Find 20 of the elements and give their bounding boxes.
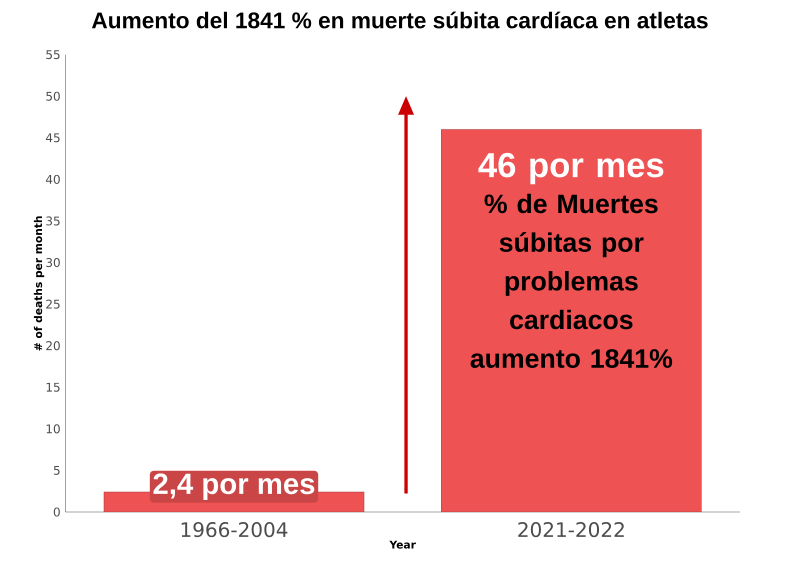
y-tick-label: 25 [46,300,60,309]
y-tick-label: 50 [46,92,60,101]
y-tick-label: 45 [46,133,60,142]
y-tick-label: 0 [54,507,60,517]
annotation: % de Muertes súbitas por problemas cardiacos aumento 1841% [470,194,672,368]
y-tick-label: 20 [46,341,60,350]
y-tick-label: 15 [46,382,60,392]
y-tick-label: 30 [46,258,60,268]
x-tick-label: 2021-2022 [518,522,624,538]
y-tick-label: 40 [46,174,60,184]
x-axis-title: Year [389,540,416,549]
x-tick-label: 1966-2004 [182,522,288,538]
y-tick-label: 35 [46,216,60,226]
y-tick-label: 5 [54,466,60,475]
chart-title: Aumento del 1841 % en muerte súbita cardíaca en atletas [92,12,708,28]
data-label: 2,4 por mes [154,473,314,500]
y-tick-label: 55 [46,50,60,60]
data-label: 46 por mes [478,152,664,184]
y-tick-label: 10 [46,424,60,434]
y-axis-title: # of deaths per month [34,216,44,350]
